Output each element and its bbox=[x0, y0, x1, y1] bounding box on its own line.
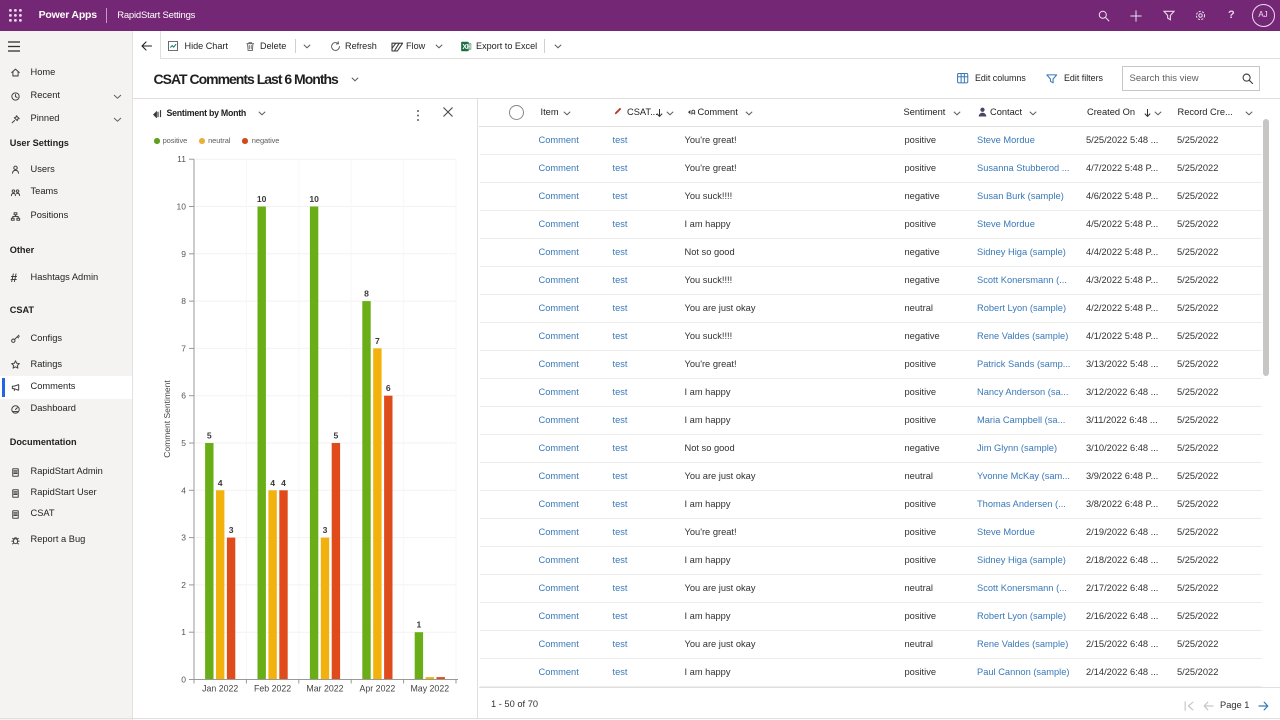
svg-text:3: 3 bbox=[181, 533, 186, 543]
svg-text:Comment Sentiment: Comment Sentiment bbox=[162, 380, 172, 458]
svg-text:5: 5 bbox=[181, 438, 186, 448]
svg-text:4: 4 bbox=[218, 478, 223, 488]
svg-text:3: 3 bbox=[229, 525, 234, 535]
svg-text:6: 6 bbox=[181, 391, 186, 401]
svg-text:8: 8 bbox=[364, 289, 369, 299]
svg-text:1: 1 bbox=[181, 627, 186, 637]
svg-text:Feb 2022: Feb 2022 bbox=[254, 684, 291, 694]
svg-text:4: 4 bbox=[270, 478, 275, 488]
svg-text:9: 9 bbox=[181, 249, 186, 259]
svg-text:7: 7 bbox=[375, 336, 380, 346]
svg-text:May 2022: May 2022 bbox=[410, 684, 449, 694]
svg-text:5: 5 bbox=[334, 431, 339, 441]
svg-text:X: X bbox=[462, 44, 467, 51]
svg-text:3: 3 bbox=[323, 525, 328, 535]
svg-text:10: 10 bbox=[309, 194, 319, 204]
svg-text:10: 10 bbox=[257, 194, 267, 204]
svg-text:1: 1 bbox=[417, 620, 422, 630]
svg-text:8: 8 bbox=[181, 296, 186, 306]
svg-text:Apr 2022: Apr 2022 bbox=[360, 684, 396, 694]
svg-text:2: 2 bbox=[181, 580, 186, 590]
svg-text:11: 11 bbox=[177, 154, 186, 164]
svg-text:7: 7 bbox=[181, 343, 186, 353]
svg-text:6: 6 bbox=[386, 383, 391, 393]
svg-text:0: 0 bbox=[181, 675, 186, 685]
svg-text:4: 4 bbox=[281, 478, 286, 488]
svg-text:5: 5 bbox=[207, 431, 212, 441]
svg-text:Jan 2022: Jan 2022 bbox=[202, 684, 238, 694]
svg-text:4: 4 bbox=[181, 485, 186, 495]
svg-text:10: 10 bbox=[177, 202, 187, 212]
svg-text:Mar 2022: Mar 2022 bbox=[306, 684, 343, 694]
